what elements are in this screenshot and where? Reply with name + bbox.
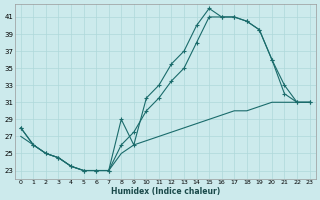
X-axis label: Humidex (Indice chaleur): Humidex (Indice chaleur) (111, 187, 220, 196)
